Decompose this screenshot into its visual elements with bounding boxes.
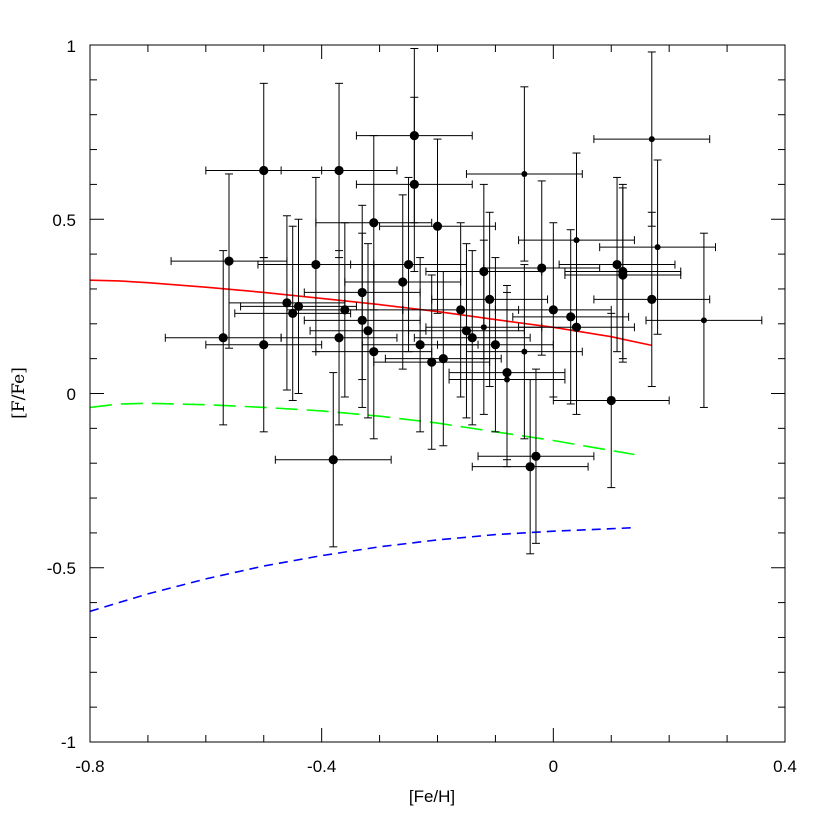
model-curve [89, 279, 652, 347]
x-axis-label: [Fe/H] [409, 787, 455, 806]
data-point [571, 322, 582, 332]
data-point [403, 259, 414, 270]
data-point [700, 317, 707, 324]
data-point [409, 179, 419, 189]
x-tick-labels: -0.8 -0.4 0 0.4 [75, 757, 796, 776]
data-point [438, 354, 448, 364]
data-point [311, 259, 321, 270]
data-point [521, 348, 528, 355]
data-point [369, 218, 379, 228]
data-point [259, 340, 269, 350]
data-point [369, 347, 379, 357]
data-point [612, 259, 622, 270]
axis-ticks [89, 44, 786, 743]
data-point [282, 298, 292, 308]
data-point [525, 462, 535, 472]
data-point [398, 277, 408, 287]
data-point [548, 305, 558, 315]
data-point [415, 340, 425, 350]
x-tick-label: 0.4 [773, 757, 797, 776]
data-point [504, 376, 510, 383]
data-point [467, 333, 477, 343]
data-point [480, 324, 487, 331]
model-curve [89, 402, 635, 456]
y-tick-label: 0.5 [52, 211, 76, 230]
y-tick-label: 1 [67, 37, 76, 56]
data-point [490, 340, 501, 350]
y-tick-label: -0.5 [47, 559, 76, 578]
data-point [293, 301, 304, 311]
data-point [537, 263, 547, 273]
plot-marks [89, 47, 763, 613]
data-point [224, 256, 234, 266]
data-point [566, 312, 576, 322]
data-point [218, 333, 228, 343]
data-point [334, 333, 344, 343]
data-point [647, 294, 657, 305]
y-axis-label: [F/Fe] [9, 367, 29, 419]
data-point [606, 395, 616, 406]
data-point [427, 357, 437, 367]
data-point [288, 308, 298, 318]
y-tick-label: 0 [67, 385, 76, 404]
data-point [618, 270, 628, 280]
data-point [328, 455, 338, 465]
y-tick-label: -1 [61, 733, 76, 752]
data-point [521, 170, 528, 177]
data-point [357, 315, 367, 325]
x-tick-label: -0.8 [75, 757, 104, 776]
data-point [456, 305, 466, 315]
data-point [461, 326, 472, 336]
data-point [485, 294, 495, 305]
x-tick-label: 0 [549, 757, 558, 776]
data-point [648, 136, 655, 143]
data-point [334, 165, 344, 176]
data-point [340, 305, 350, 315]
data-point [363, 326, 373, 336]
data-point [531, 451, 541, 461]
data-point [259, 165, 269, 176]
data-point [432, 221, 443, 231]
data-point [654, 244, 661, 251]
y-tick-labels: -1 -0.5 0 0.5 1 [47, 37, 76, 752]
x-tick-label: -0.4 [307, 757, 336, 776]
